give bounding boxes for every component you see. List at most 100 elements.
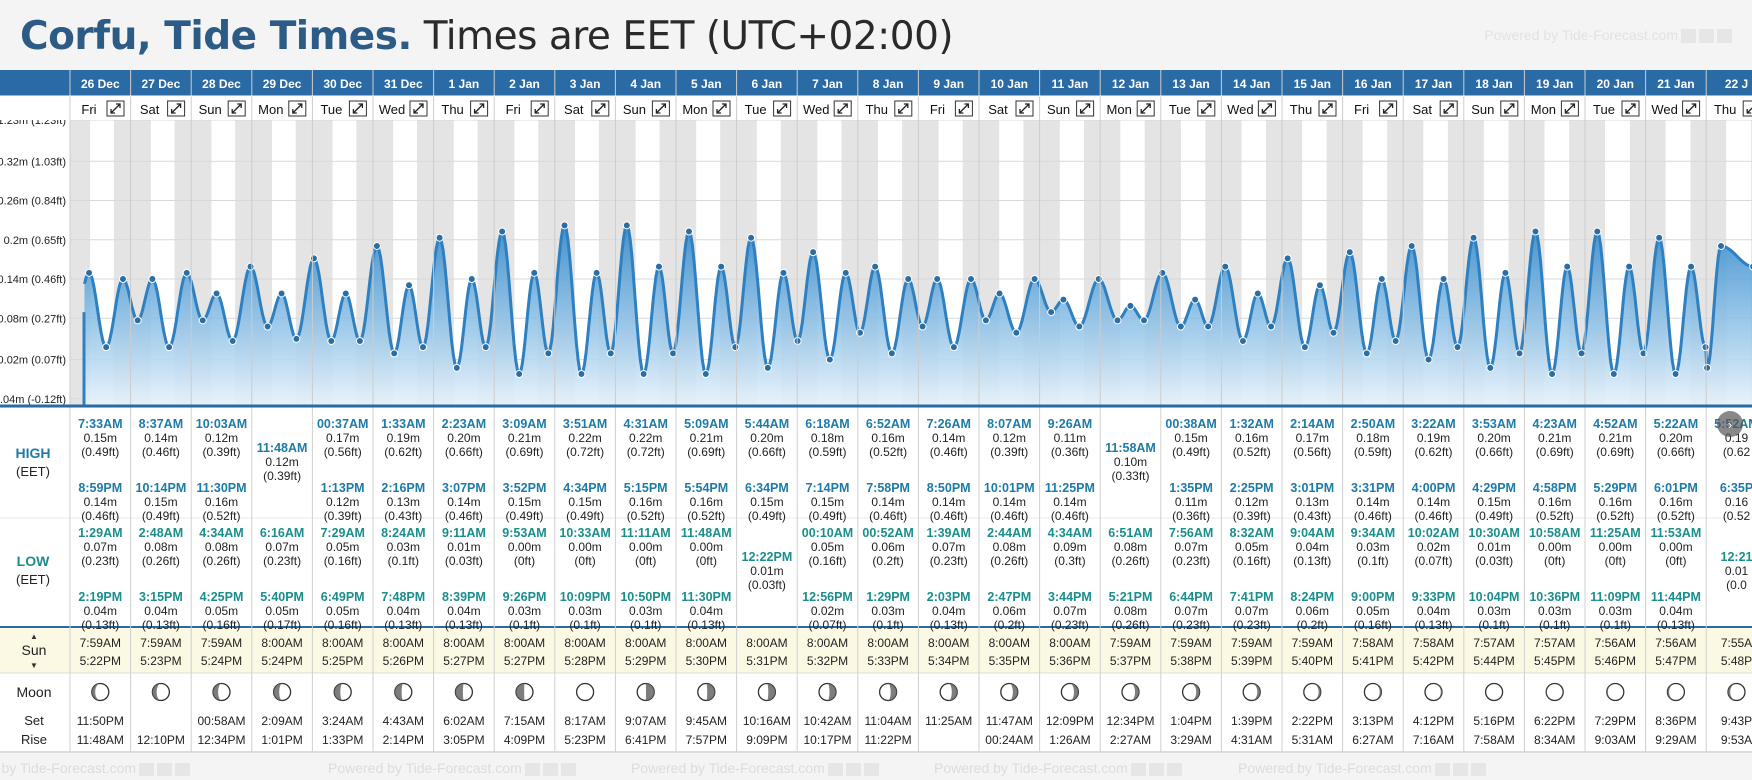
low-tide-height-ft: (0.26ft) — [990, 554, 1028, 568]
moon-shadow — [1312, 683, 1321, 701]
low-tide-height-ft: (0.07ft) — [1414, 554, 1452, 568]
high-tide-height-m: 0.14m — [84, 495, 117, 509]
moonrise-time: 1:01PM — [261, 733, 302, 747]
high-tide-height-m: 0.14m — [1417, 495, 1450, 509]
low-tide-time: 9:53AM — [502, 526, 546, 540]
expand-arrows-icon — [595, 103, 606, 114]
moonrise-time: 12:10PM — [137, 733, 185, 747]
high-tide-height-ft: (0.69ft) — [505, 445, 543, 459]
moonset-time: 6:02AM — [443, 714, 484, 728]
high-tide-height-ft: (0.69ft) — [1536, 445, 1574, 459]
high-tide-height-m: 0.15m — [508, 495, 541, 509]
low-tide-height-m: 0.04m — [1659, 604, 1692, 618]
high-tide-time: 7:33AM — [78, 417, 122, 431]
low-tide-time: 5:40PM — [260, 590, 304, 604]
high-tide-time: 5:29PM — [1593, 481, 1637, 495]
high-tide-height-ft: (0.46ft) — [1051, 509, 1089, 523]
weekday-label: Sun — [199, 102, 222, 117]
low-tide-time: 7:41PM — [1230, 590, 1274, 604]
low-tide-time: 12:21 — [1721, 550, 1752, 564]
high-tide-height-ft: (0.43ft) — [1293, 509, 1331, 523]
moonset-row-label: Set — [24, 713, 44, 728]
watermark-icon — [1434, 762, 1450, 776]
sunset-time: 5:38PM — [1170, 654, 1211, 668]
tide-event-point — [198, 316, 207, 325]
low-tide-time: 9:33PM — [1412, 590, 1456, 604]
weekday-label: Sat — [564, 102, 584, 117]
high-tide-time: 4:29PM — [1472, 481, 1516, 495]
moonrise-time: 6:41PM — [625, 733, 666, 747]
date-label: 6 Jan — [752, 77, 783, 91]
tide-event-point — [1283, 254, 1292, 263]
tide-event-point — [606, 349, 615, 358]
weekday-label: Tue — [320, 102, 342, 117]
tide-event-point — [228, 336, 237, 345]
tide-event-point — [871, 262, 880, 271]
high-tide-height-m: 0.21m — [1599, 431, 1632, 445]
moonset-time: 3:13PM — [1352, 714, 1393, 728]
high-tide-time: 00:37AM — [317, 417, 368, 431]
scroll-right-icon — [1717, 411, 1743, 437]
low-tide-time: 4:25PM — [200, 590, 244, 604]
high-tide-height-ft: (0.52ft) — [869, 445, 907, 459]
high-tide-height-ft: (0.59ft) — [1354, 445, 1392, 459]
moon-shadow — [334, 683, 343, 701]
high-row-tz: (EET) — [16, 464, 50, 479]
low-tide-height-m: 0.06m — [1296, 604, 1329, 618]
low-tide-height-ft: (0.07ft) — [808, 618, 846, 632]
high-tide-height-m: 0.16m — [1659, 495, 1692, 509]
expand-arrows-icon — [1625, 103, 1636, 114]
tide-event-point — [639, 370, 648, 379]
date-label: 17 Jan — [1415, 77, 1452, 91]
low-tide-height-m: 0.05m — [811, 540, 844, 554]
weekday-label: Sun — [1047, 102, 1070, 117]
high-tide-height-m: 0.12m — [205, 431, 238, 445]
tide-event-point — [148, 275, 157, 284]
low-tide-height-m: 0.00m — [629, 540, 662, 554]
expand-arrows-icon — [1201, 103, 1212, 114]
watermark-icon — [863, 762, 879, 776]
moonset-time: 3:24AM — [322, 714, 363, 728]
watermark-icon — [560, 762, 576, 776]
low-tide-height-m: 0.00m — [690, 540, 723, 554]
high-tide-height-m: 0.15m — [84, 431, 117, 445]
low-tide-time: 10:04PM — [1469, 590, 1520, 604]
high-tide-time: 6:35P — [1720, 481, 1752, 495]
low-tide-time: 12:56PM — [802, 590, 853, 604]
tide-event-point — [1501, 268, 1510, 277]
sunrise-time: 8:00AM — [989, 636, 1030, 650]
high-tide-time: 2:16PM — [381, 481, 425, 495]
low-tide-height-m: 0.05m — [265, 604, 298, 618]
low-tide-height-ft: (0.03ft) — [1475, 554, 1513, 568]
low-tide-height-m: 0.04m — [1296, 540, 1329, 554]
tide-event-point — [577, 370, 586, 379]
moon-shadow — [152, 683, 161, 701]
low-tide-time: 6:51AM — [1108, 526, 1152, 540]
moon-shadow — [1251, 683, 1261, 701]
sunset-time: 5:46PM — [1595, 654, 1636, 668]
high-tide-height-ft: (0.69ft) — [687, 445, 725, 459]
high-tide-height-ft: (0.52ft) — [1596, 509, 1634, 523]
sun-up-arrow: ▲ — [30, 632, 38, 641]
low-tide-height-m: 0.05m — [205, 604, 238, 618]
expand-arrows-icon — [231, 103, 242, 114]
tide-event-point — [1717, 241, 1726, 250]
high-tide-height-ft: (0.49ft) — [142, 509, 180, 523]
low-tide-time: 11:09PM — [1590, 590, 1640, 604]
tide-event-point — [904, 275, 913, 284]
low-tide-time: 10:58AM — [1529, 526, 1580, 540]
high-tide-time: 4:58PM — [1533, 481, 1577, 495]
weekday-label: Thu — [441, 102, 463, 117]
low-tide-time: 00:52AM — [862, 526, 913, 540]
watermark-icon — [1130, 762, 1146, 776]
high-tide-time: 9:26AM — [1048, 417, 1092, 431]
tide-event-point — [1701, 343, 1710, 352]
low-tide-height-m: 0.00m — [1538, 540, 1571, 554]
tide-event-point — [1486, 363, 1495, 372]
high-tide-time: 3:52PM — [503, 481, 547, 495]
high-tide-height-m: 0.14m — [932, 495, 965, 509]
sunset-time: 5:27PM — [443, 654, 484, 668]
sunrise-time: 7:57AM — [1534, 636, 1575, 650]
moon-shadow — [1728, 683, 1737, 701]
tide-event-point — [327, 336, 336, 345]
